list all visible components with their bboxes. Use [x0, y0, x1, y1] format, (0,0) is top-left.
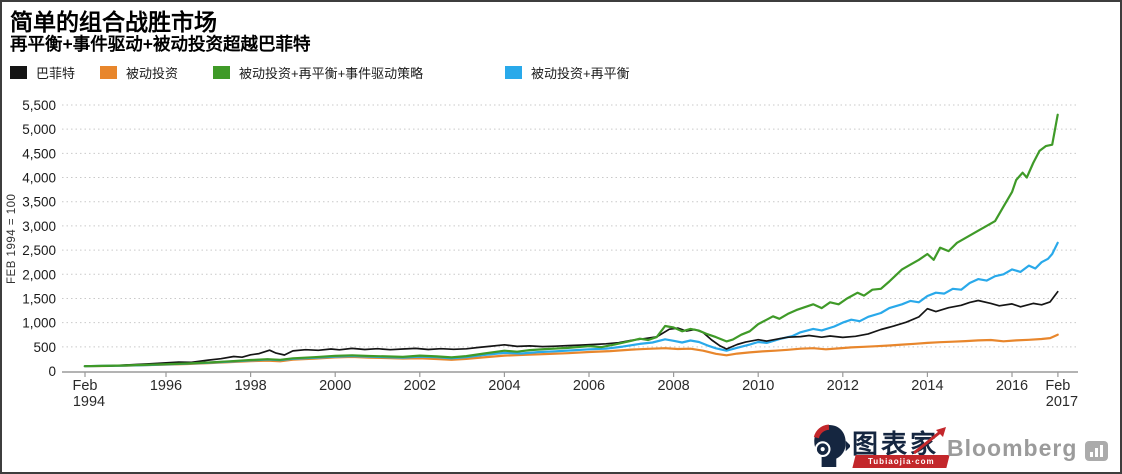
chart-subtitle: 再平衡+事件驱动+被动投资超越巴菲特	[10, 34, 311, 54]
legend-swatch-buffett	[10, 66, 27, 79]
legend-label-passive: 被动投资	[126, 66, 179, 81]
x-tick-label-2016: 2016	[996, 378, 1028, 394]
y-tick-label-2500: 2,500	[22, 243, 56, 258]
x-tick-label-2002: 2002	[404, 378, 436, 394]
y-tick-label-1000: 1,000	[22, 316, 56, 331]
y-tick-label-4500: 4,500	[22, 146, 56, 161]
series-line-buffett	[83, 290, 1059, 368]
footer-logos: 图表家 Tubiaojia·com Bloomberg	[796, 423, 1112, 469]
x-tick-label-2010: 2010	[742, 378, 774, 394]
tubiaojia-domain-banner: Tubiaojia·com	[852, 455, 950, 468]
y-tick-label-5000: 5,000	[22, 122, 56, 137]
y-tick-label-2000: 2,000	[22, 267, 56, 282]
bloomberg-chart-icon	[1085, 441, 1108, 461]
tubiaojia-head-icon	[813, 424, 850, 467]
tubiaojia-domain-text: Tubiaojia·com	[867, 457, 935, 466]
x-tick-label-1994: Feb 1994	[73, 378, 106, 410]
y-tick-label-0: 0	[48, 364, 56, 379]
x-tick-label-2017: Feb 2017	[1045, 378, 1078, 410]
x-tick-label-2000: 2000	[319, 378, 351, 394]
y-tick-label-5500: 5,500	[22, 98, 56, 113]
series-line-passive-rebalance-event	[83, 113, 1059, 368]
y-tick-label-3500: 3,500	[22, 195, 56, 210]
x-tick-label-2012: 2012	[827, 378, 859, 394]
bloomberg-logo-text: Bloomberg	[947, 435, 1078, 461]
chart-title: 简单的组合战胜市场	[10, 9, 217, 35]
legend-item-passive-rebalance: 被动投资+再平衡	[505, 63, 630, 82]
y-tick-label-500: 500	[33, 340, 56, 355]
x-tick-label-1998: 1998	[234, 378, 266, 394]
x-tick-label-2004: 2004	[488, 378, 520, 394]
legend-label-buffett: 巴菲特	[36, 66, 76, 81]
x-tick-label-1996: 1996	[150, 378, 182, 394]
legend-swatch-passive	[100, 66, 117, 79]
legend-label-passive-rebalance-event: 被动投资+再平衡+事件驱动策略	[239, 66, 424, 81]
tubiaojia-arrow-icon	[913, 427, 946, 455]
legend-item-passive: 被动投资	[100, 63, 178, 82]
tubiaojia-logo-text: 图表家	[852, 429, 940, 459]
legend-label-passive-rebalance: 被动投资+再平衡	[531, 66, 630, 81]
legend-swatch-passive-rebalance-event	[213, 66, 230, 79]
legend-item-passive-rebalance-event: 被动投资+再平衡+事件驱动策略	[213, 63, 423, 82]
y-tick-label-3000: 3,000	[22, 219, 56, 234]
y-tick-label-1500: 1,500	[22, 291, 56, 306]
legend-swatch-passive-rebalance	[505, 66, 522, 79]
x-tick-label-2014: 2014	[911, 378, 943, 394]
x-tick-label-2008: 2008	[657, 378, 689, 394]
x-tick-label-2006: 2006	[573, 378, 605, 394]
legend-item-buffett: 巴菲特	[10, 63, 75, 82]
y-tick-label-4000: 4,000	[22, 171, 56, 186]
